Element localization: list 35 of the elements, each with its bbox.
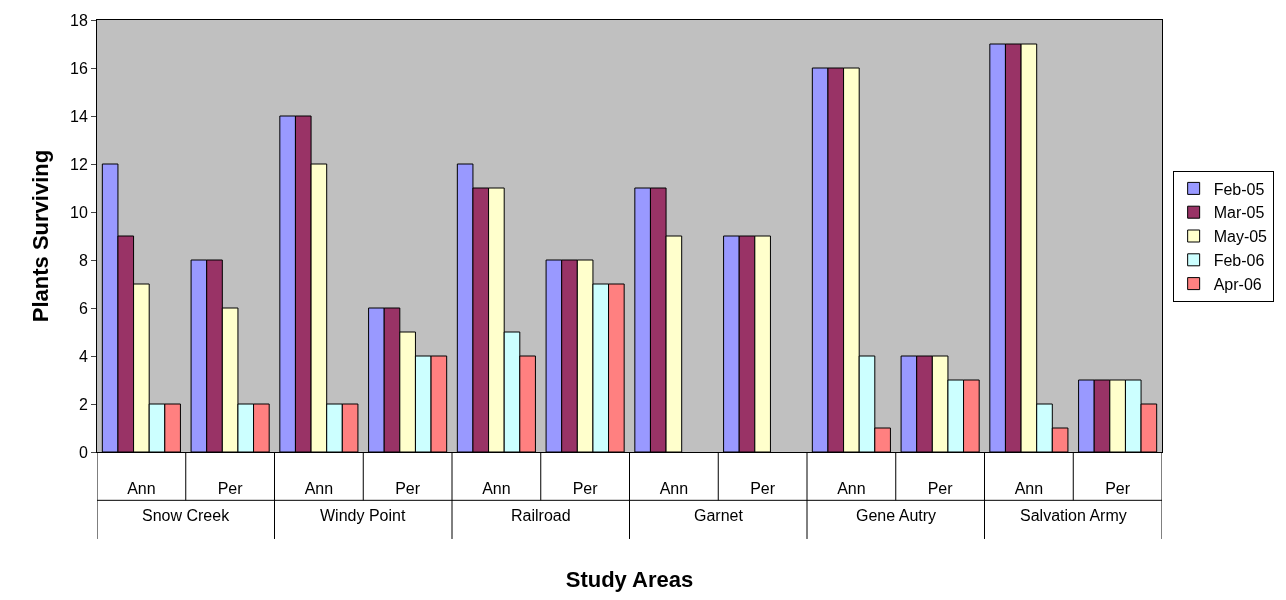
text: Garnet bbox=[694, 507, 744, 524]
x-tick-label: Ann bbox=[659, 480, 689, 498]
x-tick-label: Per bbox=[217, 480, 244, 498]
y-tick-label: 12 bbox=[70, 155, 88, 173]
text: Windy Point bbox=[320, 507, 406, 524]
legend-label: May-05 bbox=[1213, 228, 1268, 246]
y-tick-label: 14 bbox=[70, 107, 88, 125]
text: Railroad bbox=[511, 507, 571, 524]
y-tick-label: 18 bbox=[70, 11, 88, 29]
x-tick-label: Per bbox=[750, 480, 776, 498]
text: Gene Autry bbox=[856, 507, 937, 524]
x-tick-label: Per bbox=[572, 480, 599, 498]
y-tick-label: 2 bbox=[78, 395, 88, 413]
x-tick-label: Per bbox=[927, 480, 954, 498]
y-axis-title: Plants Surviving bbox=[27, 149, 53, 323]
x-tick-label: Ann bbox=[1014, 480, 1044, 498]
legend-label: Feb-05 bbox=[1213, 180, 1265, 198]
y-tick-label: 8 bbox=[78, 251, 88, 269]
x-tick-label: Per bbox=[395, 480, 421, 498]
x-axis-title: Study Areas bbox=[565, 567, 694, 593]
x-tick-label: Ann bbox=[127, 480, 156, 498]
x-tick-label: Ann bbox=[837, 480, 866, 498]
legend-label: Apr-06 bbox=[1213, 275, 1262, 293]
x-tick-label: Per bbox=[1105, 480, 1131, 498]
x-tick-label: Ann bbox=[304, 480, 334, 498]
text: Salvation Army bbox=[1020, 507, 1127, 524]
legend-label: Feb-06 bbox=[1213, 252, 1265, 270]
y-tick-label: 16 bbox=[70, 59, 88, 77]
text: Snow Creek bbox=[142, 507, 231, 524]
y-tick-label: 10 bbox=[70, 203, 88, 221]
y-tick-label: 4 bbox=[78, 347, 88, 365]
y-tick-label: 0 bbox=[78, 443, 88, 461]
y-tick-label: 6 bbox=[78, 299, 88, 317]
legend-label: Mar-05 bbox=[1213, 204, 1265, 222]
x-tick-label: Ann bbox=[482, 480, 511, 498]
